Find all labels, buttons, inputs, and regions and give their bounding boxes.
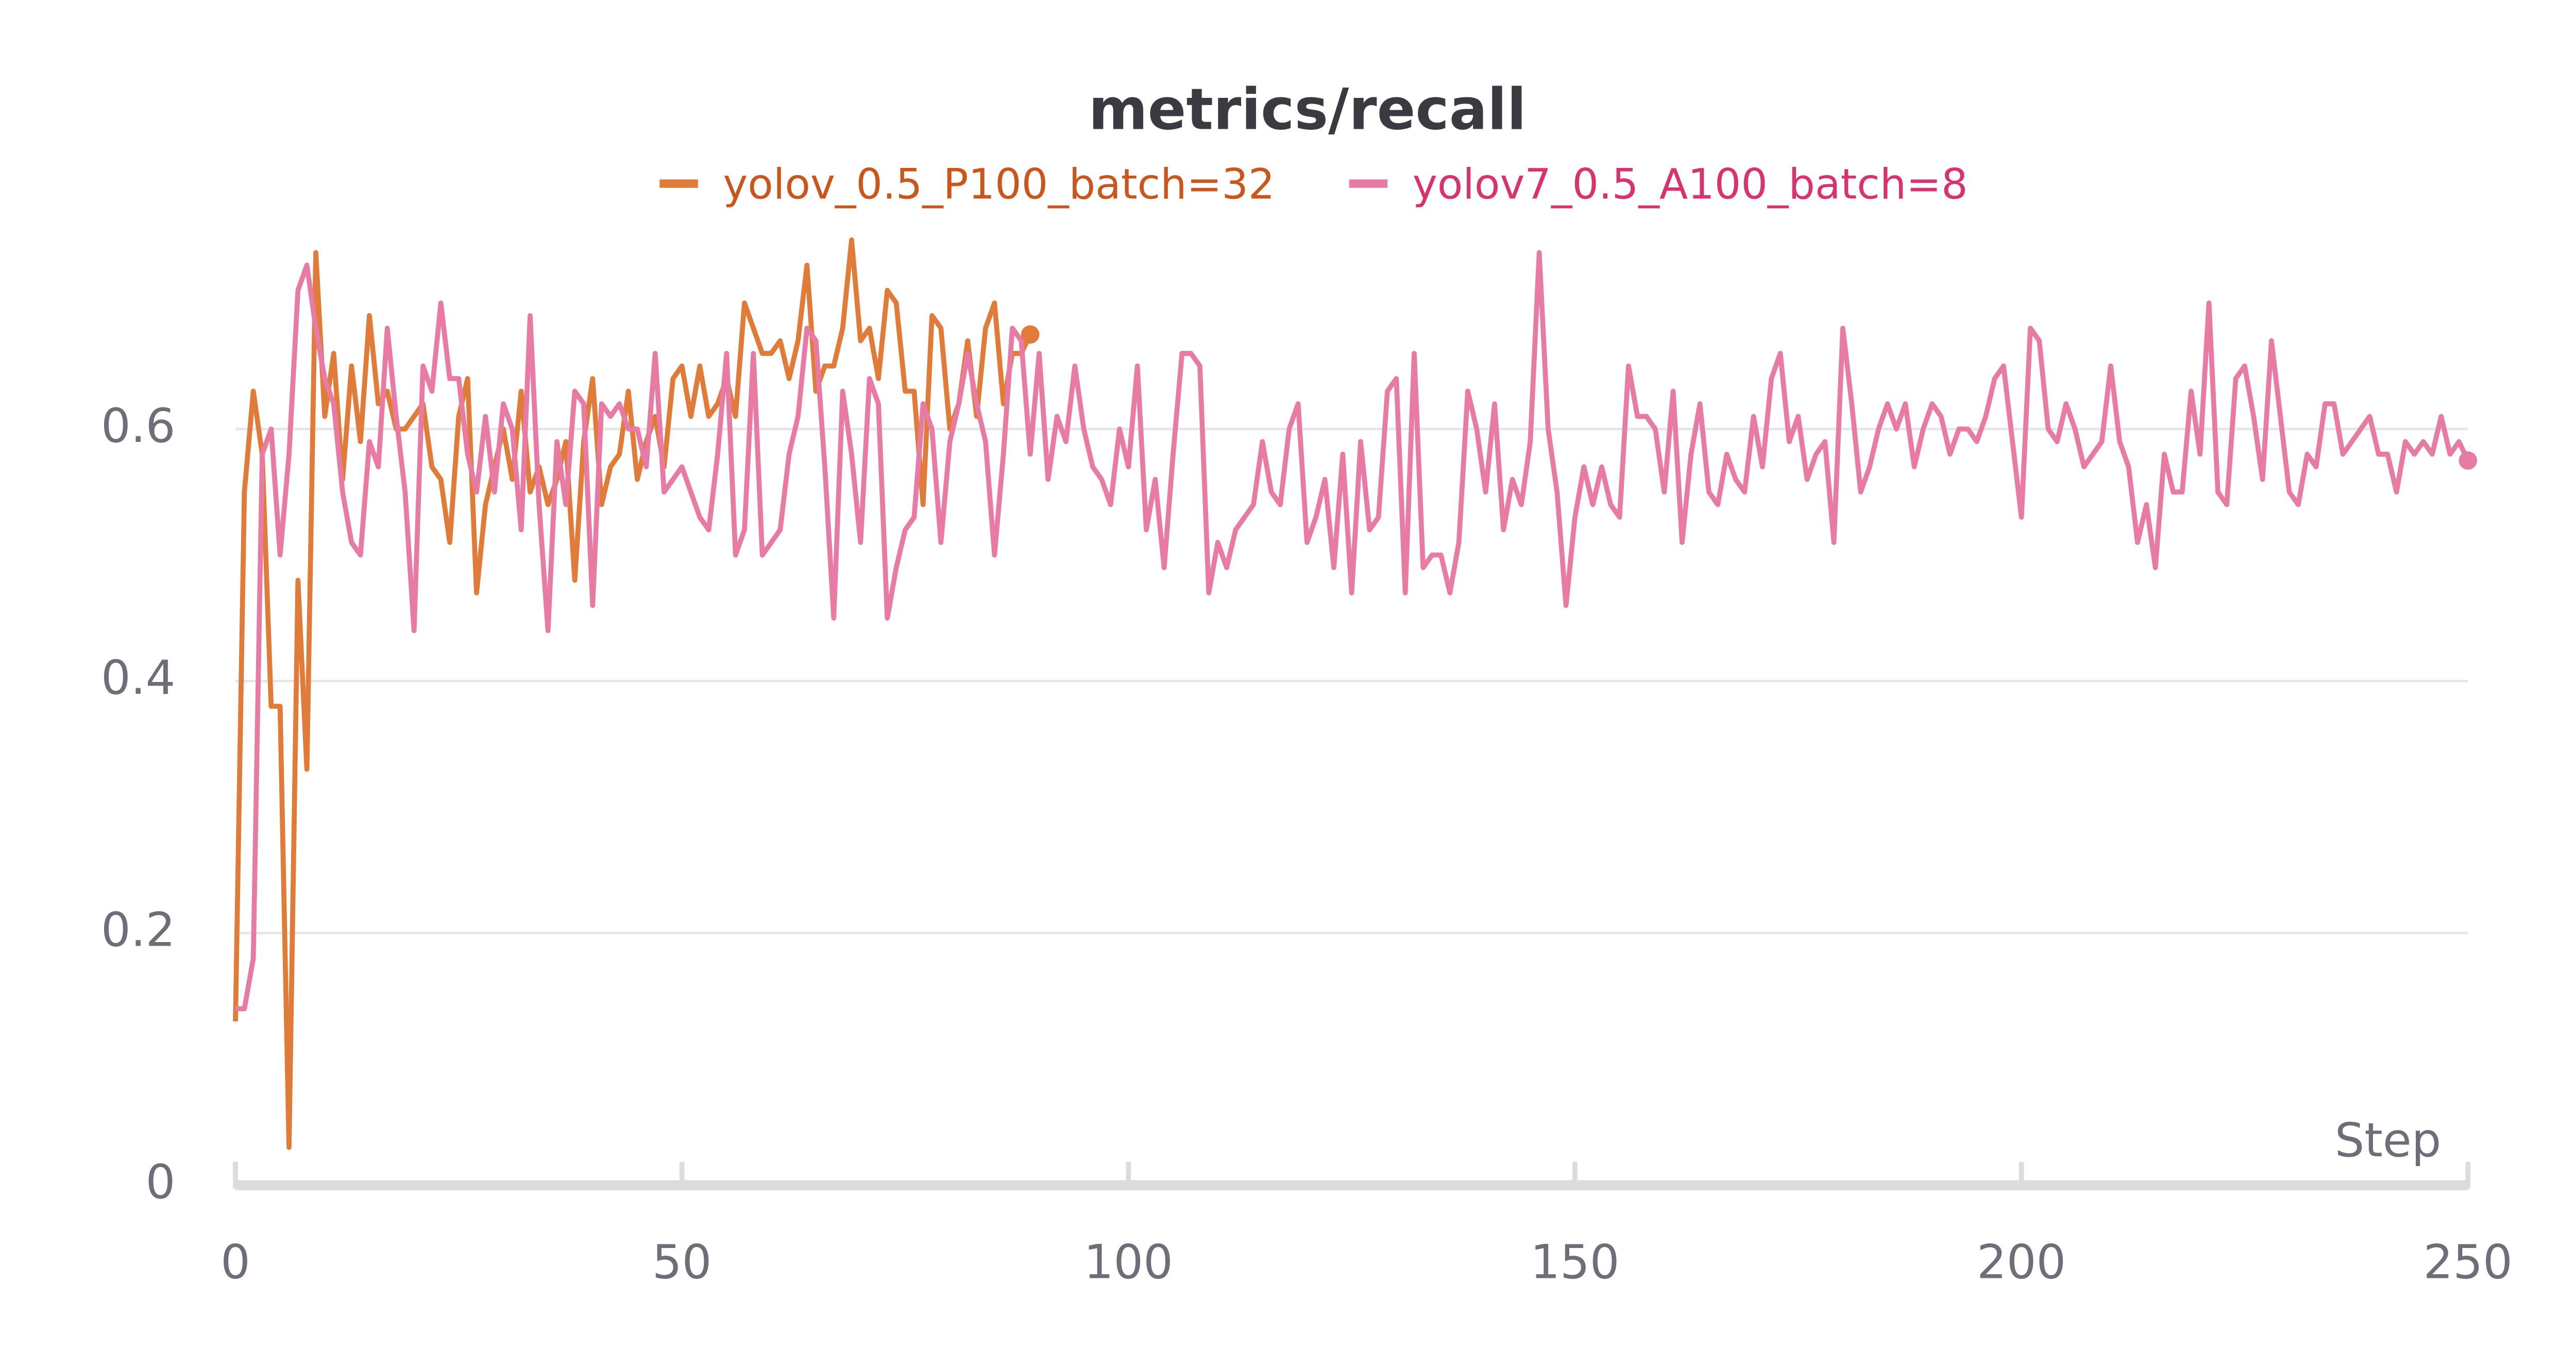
x-axis-label: Step: [2335, 1114, 2442, 1168]
end-point: [1021, 325, 1040, 344]
end-point: [2459, 451, 2478, 470]
series-line: [233, 237, 1033, 1150]
x-tick-label: 250: [2424, 1236, 2513, 1290]
y-tick-label: 0: [146, 1155, 176, 1209]
legend-label: yolov7_0.5_A100_batch=8: [1413, 160, 1968, 209]
x-tick-label: 0: [221, 1236, 250, 1290]
y-tick-label: 0.2: [101, 903, 175, 957]
y-tick-label: 0.4: [101, 651, 175, 705]
x-tick-label: 50: [652, 1236, 711, 1290]
x-tick-label: 200: [1977, 1236, 2066, 1290]
chart-title: metrics/recall: [1089, 77, 1527, 143]
y-tick-label: 0.6: [101, 399, 175, 453]
legend-label: yolov_0.5_P100_batch=32: [723, 160, 1275, 209]
x-tick-label: 150: [1530, 1236, 1619, 1290]
series-line: [235, 250, 2470, 1012]
x-tick-label: 100: [1084, 1236, 1173, 1290]
